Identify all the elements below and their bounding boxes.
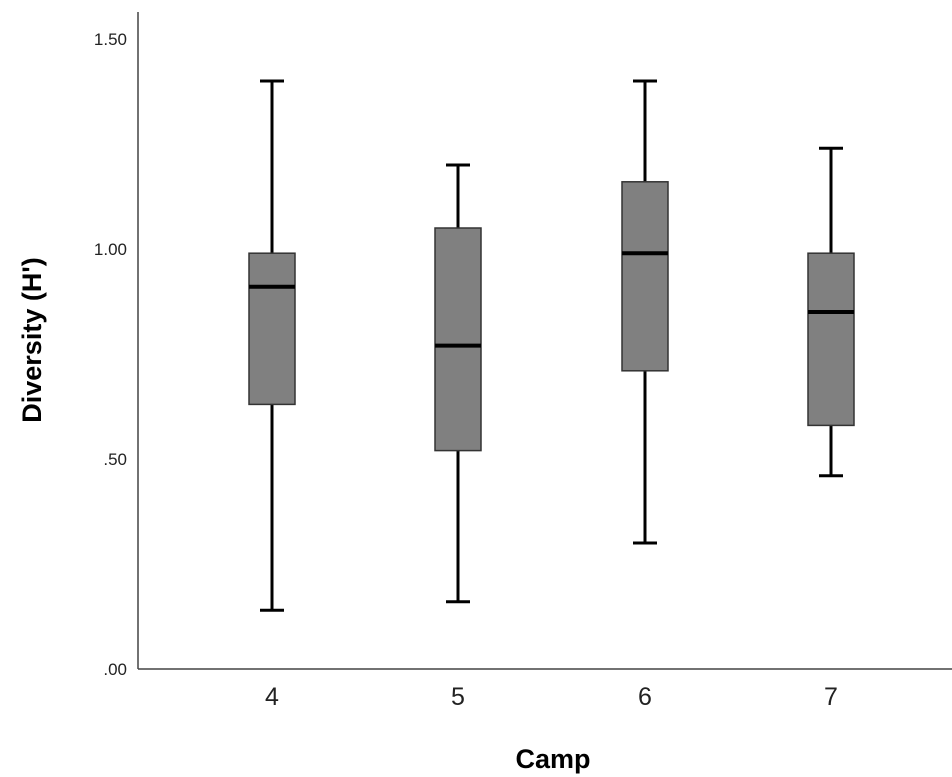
box-group: [807, 146, 855, 478]
x-tick-labels: 4 5 6 7: [265, 683, 838, 711]
y-tick-label: .50: [103, 450, 127, 469]
x-tick-label: 7: [824, 683, 838, 711]
iqr-box: [621, 181, 669, 372]
x-tick-label: 5: [451, 683, 465, 711]
iqr-box: [434, 227, 482, 452]
x-tick-label: 4: [265, 683, 279, 711]
y-tick-label: .00: [103, 660, 127, 679]
box-group: [248, 79, 296, 612]
box-group: [434, 163, 482, 604]
x-axis-title: Camp: [515, 744, 590, 774]
iqr-box: [248, 252, 296, 406]
y-axis-title: Diversity (H'): [17, 257, 47, 422]
x-tick-label: 6: [638, 683, 652, 711]
box-group: [621, 79, 669, 545]
y-tick-label: 1.50: [94, 30, 127, 49]
iqr-box: [807, 252, 855, 427]
boxes: [248, 79, 855, 612]
y-tick-label: 1.00: [94, 240, 127, 259]
axes: [137, 12, 952, 670]
y-tick-labels: .00 .50 1.00 1.50: [94, 30, 127, 679]
